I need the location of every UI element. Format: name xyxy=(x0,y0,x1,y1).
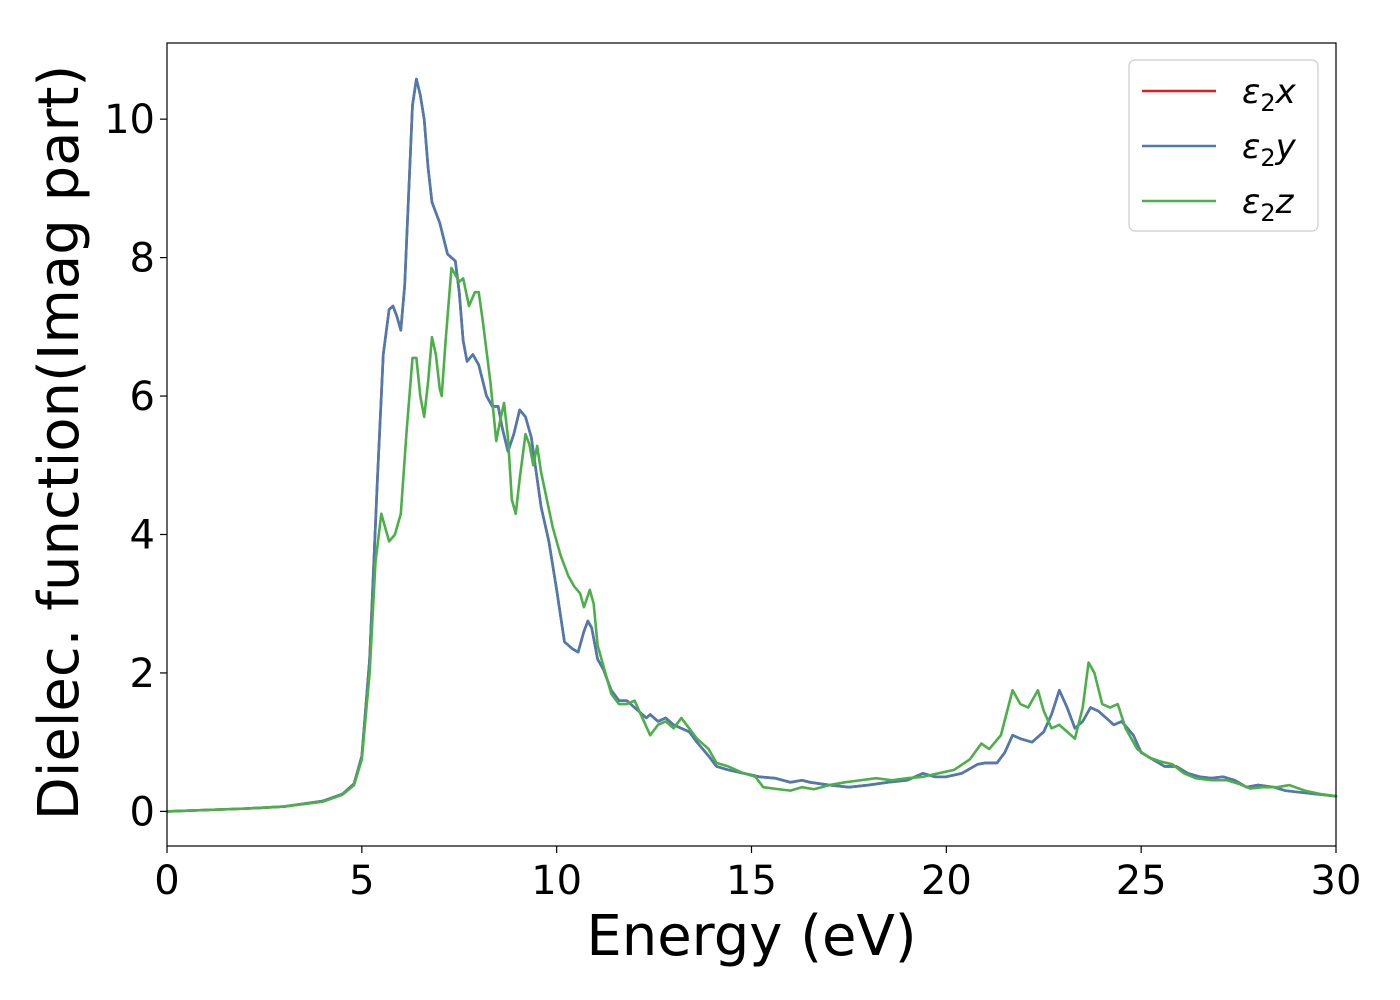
y-tick-label: 6 xyxy=(130,374,155,420)
legend-label-y: ε2y xyxy=(1242,127,1297,172)
y-axis-ticks: 0 2 4 6 8 10 xyxy=(104,97,167,835)
series-line-z xyxy=(165,266,1338,813)
legend-label-x: ε2x xyxy=(1242,72,1297,117)
y-tick-label: 4 xyxy=(130,512,155,558)
series-line-y xyxy=(165,77,1338,813)
x-tick-label: 30 xyxy=(1311,858,1362,904)
x-tick-label: 20 xyxy=(921,858,972,904)
x-tick-label: 25 xyxy=(1116,858,1167,904)
series-layer xyxy=(165,77,1338,813)
y-tick-label: 0 xyxy=(130,789,155,835)
legend-box xyxy=(1128,59,1319,232)
y-axis-label: Dielec. function(Imag part) xyxy=(27,65,92,821)
x-tick-label: 0 xyxy=(154,858,179,904)
y-tick-label: 2 xyxy=(130,651,155,697)
x-tick-label: 10 xyxy=(531,858,582,904)
legend: ε2x ε2y ε2z xyxy=(1128,59,1319,232)
x-tick-label: 15 xyxy=(726,858,777,904)
legend-label-z: ε2z xyxy=(1242,182,1295,227)
x-axis-label: Energy (eV) xyxy=(586,904,916,969)
y-tick-label: 8 xyxy=(130,236,155,282)
x-tick-label: 5 xyxy=(349,858,374,904)
y-tick-label: 10 xyxy=(104,97,155,143)
x-axis-ticks: 0 5 10 15 20 25 30 xyxy=(154,846,1361,904)
